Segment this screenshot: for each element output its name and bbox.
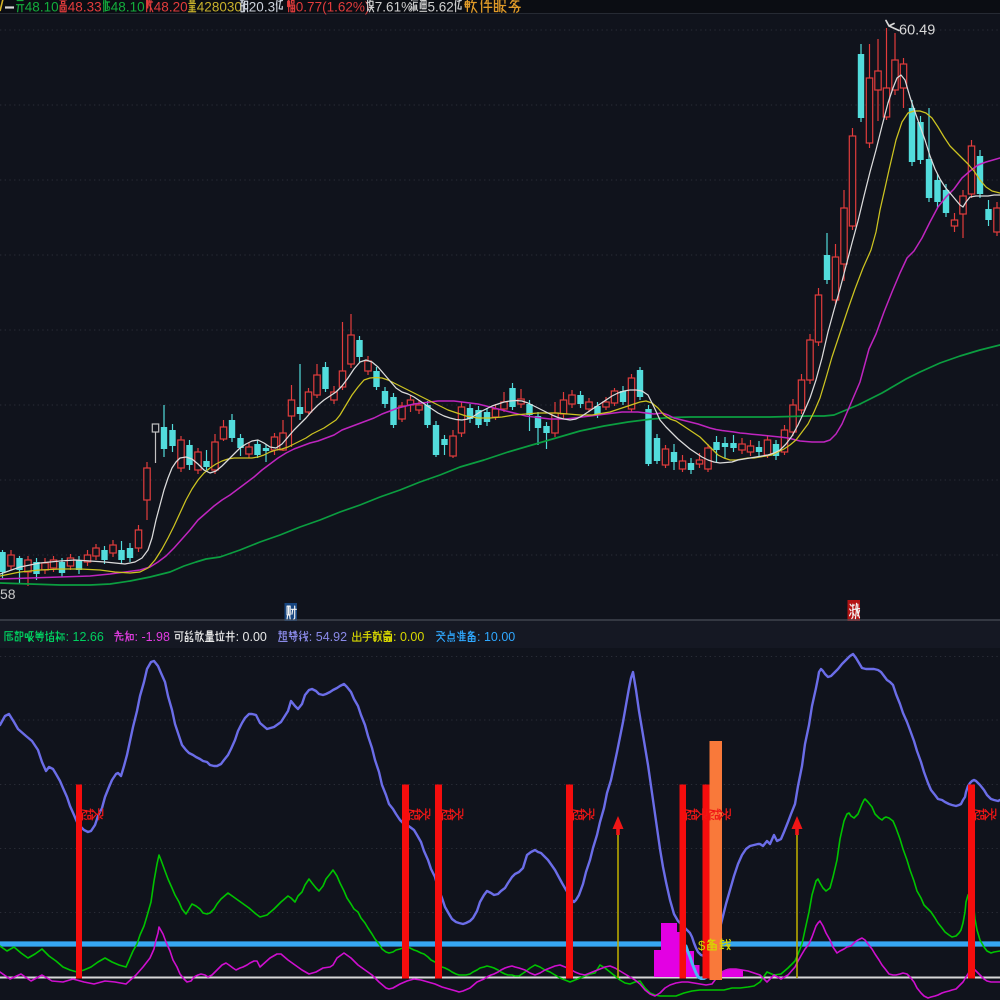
svg-text:48.10: 48.10 bbox=[25, 0, 59, 15]
svg-text:60.49: 60.49 bbox=[899, 23, 935, 39]
svg-text:58: 58 bbox=[0, 586, 16, 602]
svg-text:428030: 428030 bbox=[197, 0, 242, 15]
svg-text:: 12.66: : 12.66 bbox=[66, 630, 104, 644]
svg-text:$: $ bbox=[698, 938, 706, 953]
svg-text:7.61%: 7.61% bbox=[375, 0, 413, 15]
svg-text:: 0.00: : 0.00 bbox=[236, 630, 267, 644]
svg-text:5.62: 5.62 bbox=[428, 0, 454, 15]
svg-text:0.77(1.62%): 0.77(1.62%) bbox=[296, 0, 370, 15]
svg-text:: 10.00: : 10.00 bbox=[477, 630, 515, 644]
svg-text:48.20: 48.20 bbox=[154, 0, 188, 15]
svg-text:: 0.00: : 0.00 bbox=[393, 630, 424, 644]
svg-text:20.3: 20.3 bbox=[249, 0, 275, 15]
svg-text:: -1.98: : -1.98 bbox=[135, 630, 170, 644]
svg-text:48.10: 48.10 bbox=[111, 0, 145, 15]
svg-text:48.33: 48.33 bbox=[68, 0, 102, 15]
svg-text:: 54.92: : 54.92 bbox=[309, 630, 347, 644]
